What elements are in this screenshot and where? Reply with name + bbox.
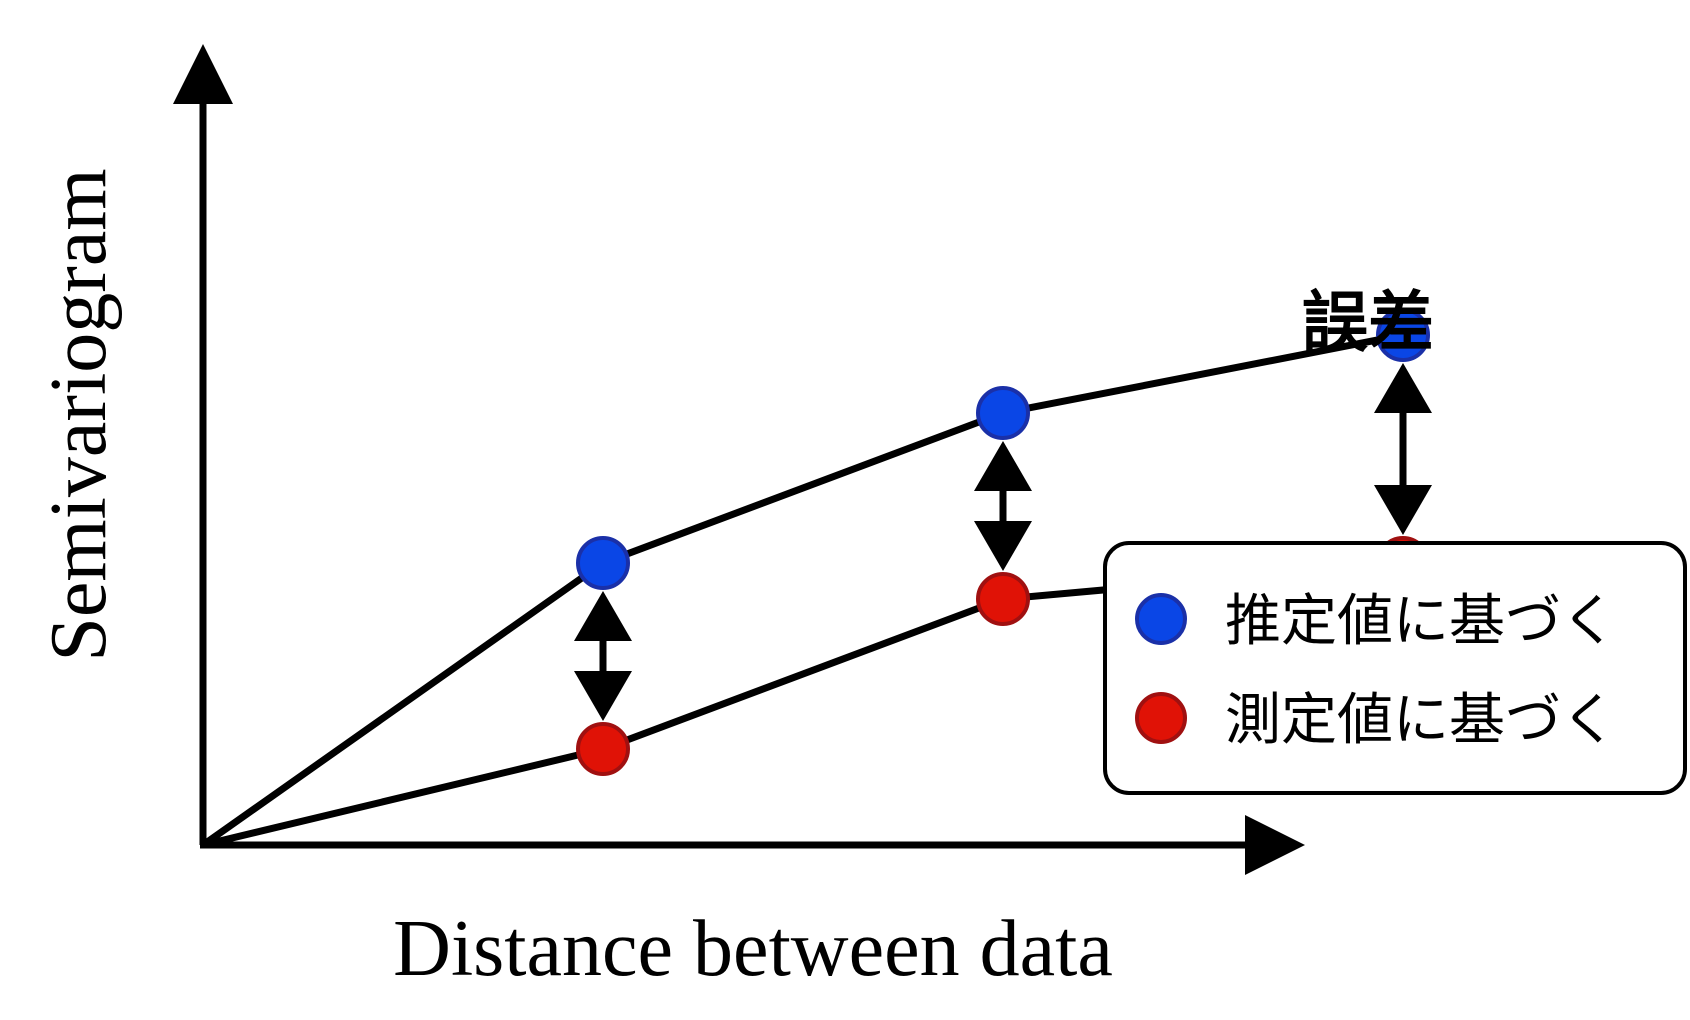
y-axis-title: Semivariogram: [35, 168, 123, 661]
error-annotation: 誤差: [1302, 284, 1434, 361]
legend-label-estimated: 推定値に基づく: [1225, 589, 1617, 654]
legend: 推定値に基づく 測定値に基づく: [1103, 541, 1687, 795]
error-arrow-head-up: [574, 591, 632, 641]
error-arrow-head-up: [1374, 363, 1432, 413]
series-line-estimated: [200, 331, 1404, 848]
legend-marker-estimated: [1135, 593, 1187, 645]
error-arrow-head-up: [974, 441, 1032, 491]
x-axis-arrowhead: [1245, 815, 1305, 875]
legend-marker-measured: [1135, 692, 1187, 744]
legend-label-measured: 測定値に基づく: [1225, 688, 1617, 753]
data-point-measured: [976, 572, 1030, 626]
legend-box: [1103, 541, 1687, 795]
error-arrow-head-down: [574, 671, 632, 721]
error-arrow: [974, 441, 1032, 571]
data-point-measured: [576, 722, 630, 776]
error-arrow: [1374, 363, 1432, 535]
y-axis-arrowhead: [173, 44, 233, 104]
axes: [173, 44, 1305, 875]
error-arrow-head-down: [1374, 485, 1432, 535]
error-arrow: [574, 591, 632, 721]
error-arrow-head-down: [974, 521, 1032, 571]
data-point-estimated: [576, 536, 630, 590]
data-point-estimated: [976, 386, 1030, 440]
data-point-estimated: [1376, 308, 1430, 362]
x-axis-title: Distance between data: [393, 905, 1113, 993]
error-arrows: [574, 363, 1432, 721]
